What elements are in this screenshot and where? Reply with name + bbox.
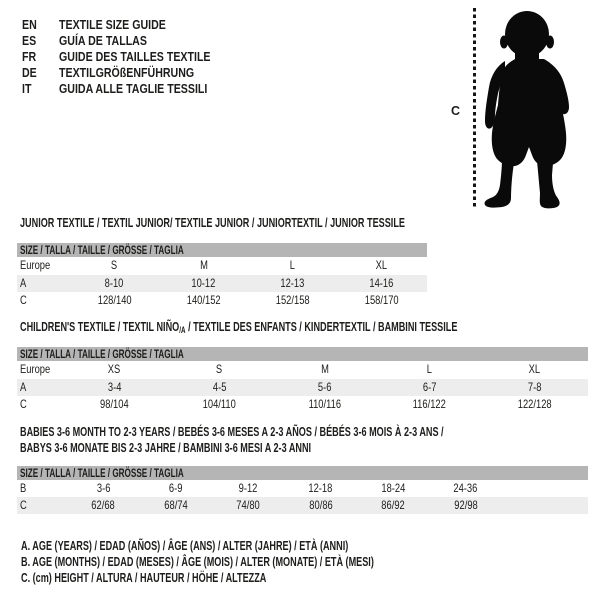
note-age-months: B. AGE (MONTHS) / EDAD (MESES) / ÂGE (MO… — [21, 554, 374, 569]
size-header-bar: SIZE / TALLA / TAILLE / GRÖSSE / TAGLIA — [17, 243, 427, 257]
table-cell: 86/92 — [381, 498, 405, 512]
junior-size-table: SIZE / TALLA / TAILLE / GRÖSSE / TAGLIA … — [17, 243, 427, 310]
row-label: Europe — [20, 258, 51, 272]
table-cell: 152/158 — [275, 293, 310, 307]
language-list: EN TEXTILE SIZE GUIDE ES GUÍA DE TALLAS … — [22, 17, 237, 97]
table-cell: 6-9 — [168, 481, 183, 495]
table-cell: L — [426, 362, 433, 376]
table-cell: 140/152 — [186, 293, 221, 307]
table-cell: 6-7 — [422, 379, 437, 394]
row-label: C — [20, 498, 27, 512]
table-cell: 68/74 — [164, 498, 188, 512]
table-cell: 104/110 — [202, 397, 237, 411]
junior-section-title: JUNIOR TEXTILE / TEXTIL JUNIOR/ TEXTILE … — [20, 215, 405, 230]
table-cell: L — [289, 258, 296, 272]
language-label: TEXTILE SIZE GUIDE — [59, 18, 166, 32]
table-cell: XS — [108, 362, 121, 376]
row-label: A — [20, 379, 27, 394]
table-cell: 24-36 — [453, 481, 478, 495]
table-cell: M — [320, 362, 329, 376]
babies-section-title-line1: BABIES 3-6 MONTH TO 2-3 YEARS / BEBÉS 3-… — [20, 424, 444, 439]
table-cell: 5-6 — [317, 379, 332, 394]
language-code: EN — [22, 18, 37, 32]
table-cell: 14-16 — [369, 275, 394, 290]
row-label: B — [20, 481, 27, 495]
table-cell: 12-18 — [308, 481, 333, 495]
language-code: ES — [22, 34, 37, 48]
babies-size-table: SIZE / TALLA / TAILLE / GRÖSSE / TAGLIA … — [17, 466, 588, 514]
table-cell: S — [111, 258, 118, 272]
language-label: GUIDE DES TAILLES TEXTILE — [59, 50, 211, 64]
row-label: A — [20, 275, 27, 290]
table-cell: 12-13 — [280, 275, 305, 290]
language-row: IT GUIDA ALLE TAGLIE TESSILI — [22, 81, 237, 97]
table-row: C 98/104 104/110 110/116 116/122 122/128 — [17, 396, 588, 414]
subscript-text: /A — [179, 325, 186, 335]
table-cell: M — [199, 258, 208, 272]
table-row: Europe XS S M L XL — [17, 361, 588, 379]
table-row: B 3-6 6-9 9-12 12-18 18-24 24-36 — [17, 480, 588, 497]
table-cell: 7-8 — [527, 379, 542, 394]
language-code: DE — [22, 66, 37, 80]
table-cell: 3-4 — [107, 379, 122, 394]
table-row: A 8-10 10-12 12-13 14-16 — [17, 274, 427, 292]
table-row: A 3-4 4-5 5-6 6-7 7-8 — [17, 378, 588, 396]
table-row: C 128/140 140/152 152/158 158/170 — [17, 292, 427, 310]
height-dashed-line — [473, 8, 476, 207]
legend-notes: A. AGE (YEARS) / EDAD (AÑOS) / ÂGE (ANS)… — [21, 538, 525, 586]
language-row: FR GUIDE DES TAILLES TEXTILE — [22, 49, 237, 65]
note-age-years: A. AGE (YEARS) / EDAD (AÑOS) / ÂGE (ANS)… — [21, 538, 349, 553]
table-cell: 122/128 — [517, 397, 552, 411]
row-label: C — [20, 293, 27, 307]
size-header-bar: SIZE / TALLA / TAILLE / GRÖSSE / TAGLIA — [17, 466, 588, 480]
table-cell: 80/86 — [309, 498, 333, 512]
table-cell: 9-12 — [238, 481, 258, 495]
table-cell: XL — [528, 362, 541, 376]
height-marker-label: C — [451, 104, 461, 118]
table-cell: 74/80 — [236, 498, 260, 512]
size-header-bar: SIZE / TALLA / TAILLE / GRÖSSE / TAGLIA — [17, 347, 588, 361]
table-cell: 10-12 — [191, 275, 216, 290]
note-height-cm: C. (cm) HEIGHT / ALTURA / HAUTEUR / HÖHE… — [21, 570, 267, 585]
language-row: ES GUÍA DE TALLAS — [22, 33, 237, 49]
table-cell: 92/98 — [454, 498, 478, 512]
toddler-silhouette-image — [484, 11, 569, 209]
table-cell: XL — [375, 258, 388, 272]
table-cell: 3-6 — [96, 481, 111, 495]
table-cell: 62/68 — [91, 498, 115, 512]
language-row: DE TEXTILGRÖßENFÜHRUNG — [22, 65, 237, 81]
language-label: GUIDA ALLE TAGLIE TESSILI — [59, 82, 208, 96]
language-label: TEXTILGRÖßENFÜHRUNG — [59, 66, 195, 80]
table-cell: 4-5 — [212, 379, 227, 394]
table-cell: 8-10 — [105, 275, 124, 290]
table-cell: 98/104 — [100, 397, 129, 411]
table-cell: 18-24 — [381, 481, 406, 495]
language-code: IT — [22, 82, 32, 96]
table-cell: 158/170 — [364, 293, 399, 307]
table-row: Europe S M L XL — [17, 257, 427, 275]
children-section-title: CHILDREN'S TEXTILE / TEXTIL NIÑO/A / TEX… — [20, 319, 458, 336]
row-label: C — [20, 397, 27, 411]
children-size-table: SIZE / TALLA / TAILLE / GRÖSSE / TAGLIA … — [17, 347, 588, 414]
table-row: C 62/68 68/74 74/80 80/86 86/92 92/98 — [17, 497, 588, 514]
table-cell: 116/122 — [412, 397, 447, 411]
table-cell: 128/140 — [97, 293, 132, 307]
table-cell: 110/116 — [308, 397, 341, 411]
babies-section-title-line2: BABYS 3-6 MONATE BIS 2-3 JAHRE / BAMBINI… — [20, 440, 312, 455]
row-label: Europe — [20, 362, 51, 376]
language-code: FR — [22, 50, 37, 64]
table-cell: S — [216, 362, 223, 376]
language-label: GUÍA DE TALLAS — [59, 34, 147, 48]
language-row: EN TEXTILE SIZE GUIDE — [22, 17, 237, 33]
